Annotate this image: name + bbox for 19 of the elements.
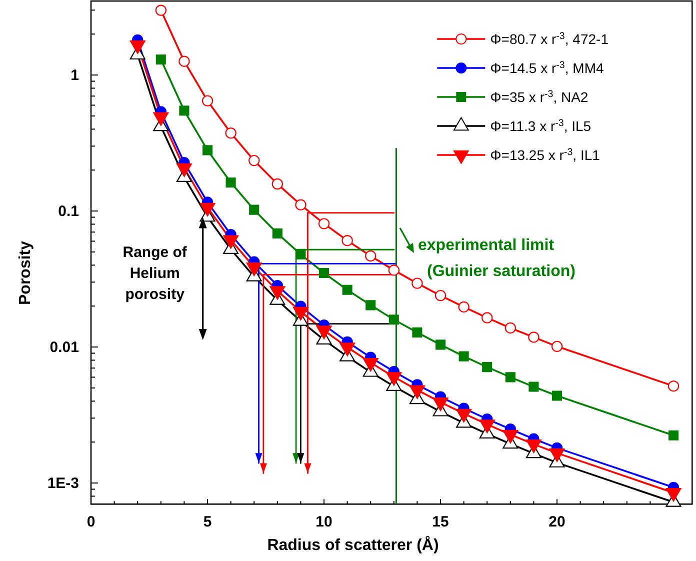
x-tick-label: 0 (86, 514, 96, 531)
legend-label: Φ=35 x r$^{-3}$, NA2 (490, 88, 588, 106)
y-tick-label: 0.1 (58, 202, 79, 220)
x-tick-label: 20 (548, 514, 566, 531)
y-tick-label: 1E-3 (47, 474, 79, 492)
annotation: (Guinier saturation) (427, 263, 576, 280)
legend-label: Φ=80.7 x r$^{-3}$, 472-1 (490, 30, 609, 48)
annotation: Range of Helium porosity (122, 244, 188, 304)
x-axis-title: Radius of scatterer (Å) (267, 535, 439, 554)
y-tick-label: 0.01 (50, 338, 79, 356)
x-tick-label: 15 (432, 514, 449, 531)
x-tick-label: 5 (203, 514, 212, 531)
x-tick-label: 10 (316, 514, 332, 531)
legend-label: Φ=14.5 x r$^{-3}$, MM4 (490, 60, 604, 76)
y-tick-label: 1 (70, 66, 79, 84)
y-axis-title: Porosity (17, 240, 34, 306)
legend-label: Φ=13.25 x r$^{-3}$, IL1 (490, 146, 600, 164)
legend-label: Φ=11.3 x r$^{-3}$, IL5 (490, 118, 592, 134)
annotation: experimental limit (418, 237, 555, 254)
